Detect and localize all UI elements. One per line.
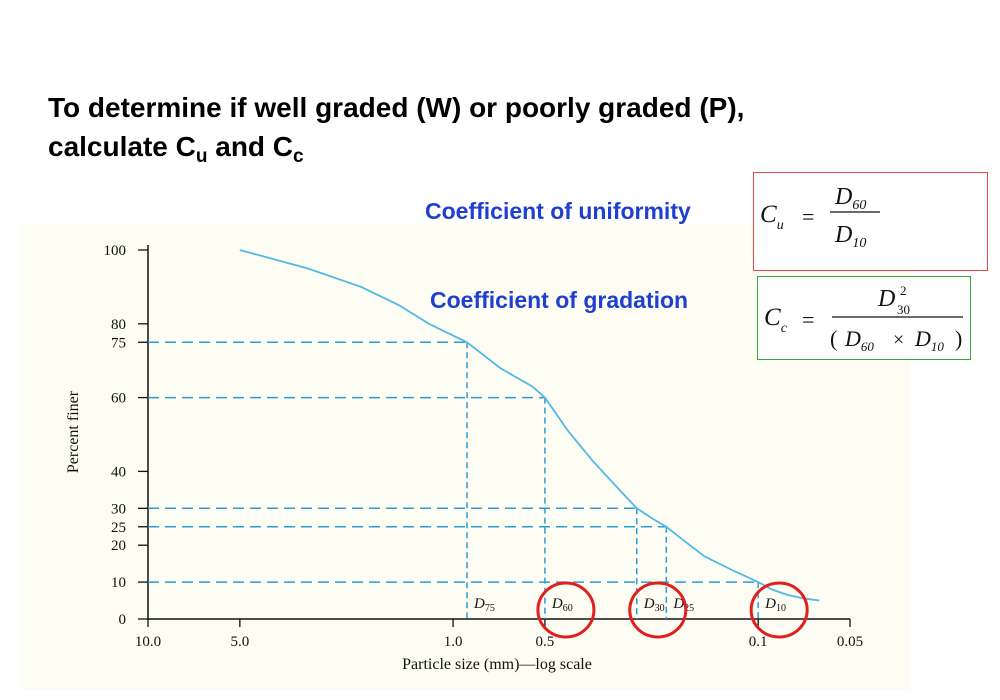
highlight-circles — [536, 581, 809, 639]
uniformity-label: Coefficient of uniformity — [425, 198, 691, 224]
cc-numerator: D — [877, 286, 895, 312]
gradation-label: Coefficient of gradation — [430, 287, 689, 313]
d25-label: D25 — [672, 596, 694, 614]
y-tick-label: 100 — [104, 243, 127, 259]
y-tick-label: 60 — [111, 391, 126, 407]
cc-den-a: D60 — [844, 326, 874, 354]
cc-den-open: ( — [830, 326, 837, 351]
cc-numerator-sub: 30 — [897, 302, 910, 317]
title-line-2-and: and C — [207, 131, 294, 162]
cc-subscript: c — [293, 146, 304, 167]
y-tick-label: 25 — [111, 520, 126, 536]
x-axis-label: Particle size (mm)—log scale — [402, 656, 592, 673]
d10-label: D10 — [764, 596, 786, 614]
cu-formula: Cu = D60 D10 — [760, 184, 880, 251]
x-ticks: 10.0 5.0 1.0 0.5 0.1 0.05 — [135, 619, 863, 650]
d10-circle — [749, 581, 809, 639]
title-line-2: calculate Cu and Cc — [48, 127, 744, 166]
x-tick-label: 0.05 — [837, 634, 863, 650]
cc-den-b: D10 — [914, 326, 944, 354]
cc-equals: = — [802, 307, 814, 332]
d60-circle — [536, 581, 596, 639]
y-tick-label: 0 — [119, 612, 127, 628]
cu-denominator: D10 — [834, 222, 866, 251]
cc-den-close: ) — [955, 326, 962, 351]
x-tick-label: 10.0 — [135, 634, 161, 650]
cu-lhs: Cu — [760, 201, 784, 233]
y-ticks: 0 10 20 25 30 40 60 75 80 100 — [104, 243, 148, 628]
y-tick-label: 10 — [111, 575, 126, 591]
gradation-curve — [239, 249, 820, 602]
y-tick-label: 30 — [111, 501, 126, 517]
y-tick-label: 80 — [111, 317, 126, 333]
d75-label: D75 — [473, 596, 495, 614]
title-line-2-prefix: calculate C — [48, 131, 196, 162]
title-line-1: To determine if well graded (W) or poorl… — [48, 92, 745, 123]
y-tick-label: 75 — [111, 335, 126, 351]
cc-formula-box — [757, 276, 971, 360]
cc-lhs: Cc — [764, 304, 788, 336]
guide-lines — [148, 341, 759, 619]
cc-formula: Cc = D 2 30 ( D60 × D10 ) — [764, 283, 963, 354]
cc-den-times: × — [893, 329, 904, 351]
page-title: To determine if well graded (W) or poorl… — [48, 88, 744, 166]
y-tick-label: 40 — [111, 464, 126, 480]
x-tick-label: 0.1 — [749, 634, 768, 650]
cu-subscript: u — [195, 146, 208, 167]
d30-label: D30 — [643, 596, 665, 614]
cu-equals: = — [802, 204, 814, 229]
y-axis-label: Percent finer — [65, 390, 82, 473]
cu-formula-box — [753, 172, 988, 271]
x-tick-label: 5.0 — [230, 634, 249, 650]
x-tick-label: 1.0 — [444, 634, 463, 650]
d-labels: D75 D60 D30 D25 D10 — [473, 596, 786, 614]
x-tick-label: 0.5 — [536, 634, 555, 650]
cu-numerator: D60 — [834, 184, 866, 213]
y-tick-label: 20 — [111, 538, 126, 554]
cc-numerator-sup: 2 — [900, 283, 907, 298]
d30-circle — [628, 581, 688, 639]
d60-label: D60 — [551, 596, 573, 614]
